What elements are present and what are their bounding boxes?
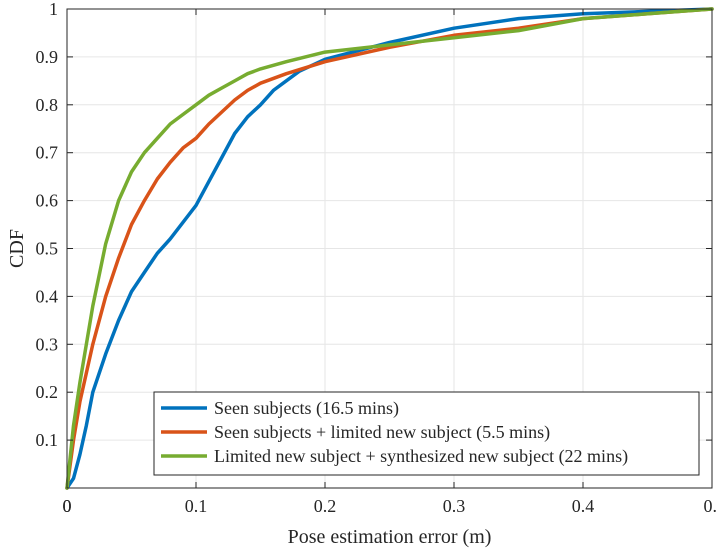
legend-box (153, 391, 700, 476)
legend-label-2: Seen subjects + limited new subject (5.5… (214, 422, 550, 443)
grid (67, 9, 712, 488)
y-tick-label: 0.2 (36, 382, 59, 402)
y-tick-label: 0.3 (36, 334, 59, 354)
ticks: 0 0.1 0.2 0.3 0.4 0. 0.1 0.2 0.3 0.4 0.5 0.6 0.7 0.8 0… (36, 0, 717, 516)
y-tick-label: 0.7 (36, 143, 59, 163)
y-tick-label: 0.8 (36, 95, 59, 115)
x-tick-label: 0.2 (314, 496, 337, 516)
y-tick-label: 0.1 (36, 430, 59, 450)
x-tick-label: 0. (704, 496, 717, 516)
y-tick-label: 0.4 (36, 286, 59, 306)
series-line-3 (65, 7, 714, 490)
x-tick-label-origin: 0 (63, 496, 72, 516)
series-lines (65, 7, 714, 490)
y-tick-label: 0.9 (36, 47, 59, 67)
x-tick-label: 0.3 (443, 496, 466, 516)
series-line-2 (65, 7, 714, 490)
legend: Seen subjects (16.5 mins) Seen subjects +… (153, 391, 700, 476)
y-tick-label: 1 (49, 0, 58, 19)
y-tick-label: 0.6 (36, 191, 59, 211)
x-axis-label: Pose estimation error (m) (288, 526, 492, 548)
series-line-1 (65, 7, 714, 490)
x-tick-label: 0 (63, 496, 72, 516)
y-tick-label: 0.5 (36, 239, 59, 259)
x-tick-label: 0.4 (572, 496, 595, 516)
legend-label-3: Limited new subject + synthesized new su… (214, 446, 628, 467)
legend-label-1: Seen subjects (16.5 mins) (214, 398, 399, 419)
y-axis-label: CDF (6, 229, 28, 268)
x-tick-label: 0.1 (185, 496, 208, 516)
